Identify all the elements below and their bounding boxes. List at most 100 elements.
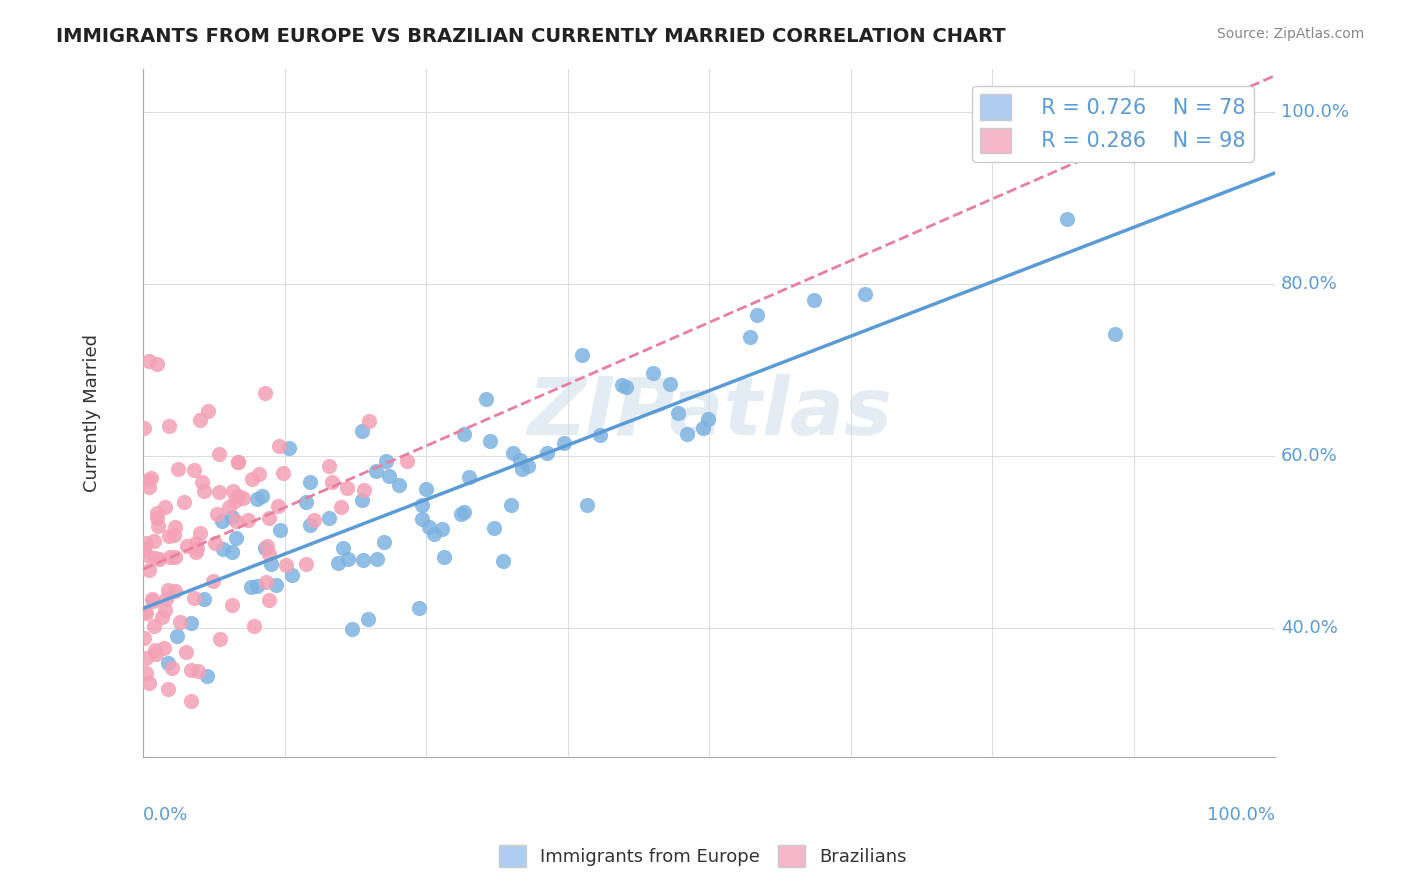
Point — [136, 548, 159, 562]
Point — [153, 500, 176, 515]
Point — [138, 676, 160, 690]
Point — [479, 434, 502, 448]
Point — [499, 498, 522, 512]
Point — [208, 447, 231, 461]
Point — [318, 511, 340, 525]
Point — [745, 308, 768, 322]
Point — [411, 498, 433, 512]
Point — [221, 545, 243, 559]
Text: 100.0%: 100.0% — [1208, 805, 1275, 823]
Point — [253, 541, 276, 556]
Point — [387, 478, 409, 492]
Point — [142, 619, 165, 633]
Point — [236, 512, 259, 526]
Point — [457, 470, 479, 484]
Point — [136, 474, 159, 488]
Point — [373, 535, 395, 549]
Point — [254, 574, 277, 589]
Point — [482, 521, 505, 535]
Text: Currently Married: Currently Married — [83, 334, 101, 492]
Point — [218, 500, 240, 514]
Point — [423, 527, 446, 541]
Point — [353, 483, 375, 498]
Point — [183, 591, 205, 605]
Point — [157, 529, 180, 543]
Point — [589, 428, 612, 442]
Point — [336, 481, 359, 495]
Point — [340, 623, 363, 637]
Point — [204, 536, 226, 550]
Point — [224, 494, 246, 508]
Point — [271, 466, 294, 480]
Point — [510, 462, 533, 476]
Point — [197, 403, 219, 417]
Point — [135, 665, 157, 680]
Point — [141, 591, 163, 606]
Point — [143, 550, 166, 565]
Point — [188, 525, 211, 540]
Point — [450, 507, 472, 521]
Point — [184, 536, 207, 550]
Point — [221, 510, 243, 524]
Point — [326, 557, 349, 571]
Point — [536, 446, 558, 460]
Text: ZIPatlas: ZIPatlas — [527, 374, 891, 452]
Point — [643, 366, 665, 380]
Point — [364, 464, 387, 478]
Point — [256, 539, 278, 553]
Point — [208, 485, 231, 500]
Point — [453, 505, 475, 519]
Text: 80.0%: 80.0% — [1281, 275, 1337, 293]
Point — [299, 517, 322, 532]
Point — [153, 603, 176, 617]
Point — [193, 483, 215, 498]
Point — [163, 583, 186, 598]
Point — [738, 330, 761, 344]
Point — [240, 472, 263, 486]
Point — [295, 495, 318, 509]
Point — [415, 482, 437, 496]
Point — [228, 489, 250, 503]
Point — [221, 598, 243, 612]
Point — [257, 592, 280, 607]
Point — [411, 512, 433, 526]
Point — [433, 549, 456, 564]
Text: Source: ZipAtlas.com: Source: ZipAtlas.com — [1216, 27, 1364, 41]
Point — [259, 557, 281, 571]
Point — [152, 641, 174, 656]
Point — [162, 528, 184, 542]
Point — [146, 519, 169, 533]
Point — [157, 418, 180, 433]
Point — [614, 380, 637, 394]
Point — [274, 558, 297, 572]
Point — [226, 455, 249, 469]
Point — [187, 665, 209, 679]
Point — [174, 645, 197, 659]
Point — [225, 515, 247, 529]
Point — [332, 541, 354, 555]
Point — [141, 471, 163, 485]
Point — [610, 378, 633, 392]
Point — [356, 612, 378, 626]
Point — [166, 462, 188, 476]
Point — [350, 424, 373, 438]
Point — [152, 610, 174, 624]
Point — [132, 542, 155, 557]
Point — [132, 420, 155, 434]
Point — [156, 583, 179, 598]
Point — [257, 547, 280, 561]
Text: 40.0%: 40.0% — [1281, 619, 1339, 637]
Point — [132, 605, 155, 619]
Point — [269, 524, 291, 538]
Point — [246, 579, 269, 593]
Point — [250, 490, 273, 504]
Point — [193, 591, 215, 606]
Point — [188, 413, 211, 427]
Point — [195, 669, 218, 683]
Point — [246, 491, 269, 506]
Point — [330, 500, 353, 515]
Text: 60.0%: 60.0% — [1281, 447, 1337, 465]
Point — [138, 563, 160, 577]
Point — [180, 615, 202, 630]
Point — [492, 554, 515, 568]
